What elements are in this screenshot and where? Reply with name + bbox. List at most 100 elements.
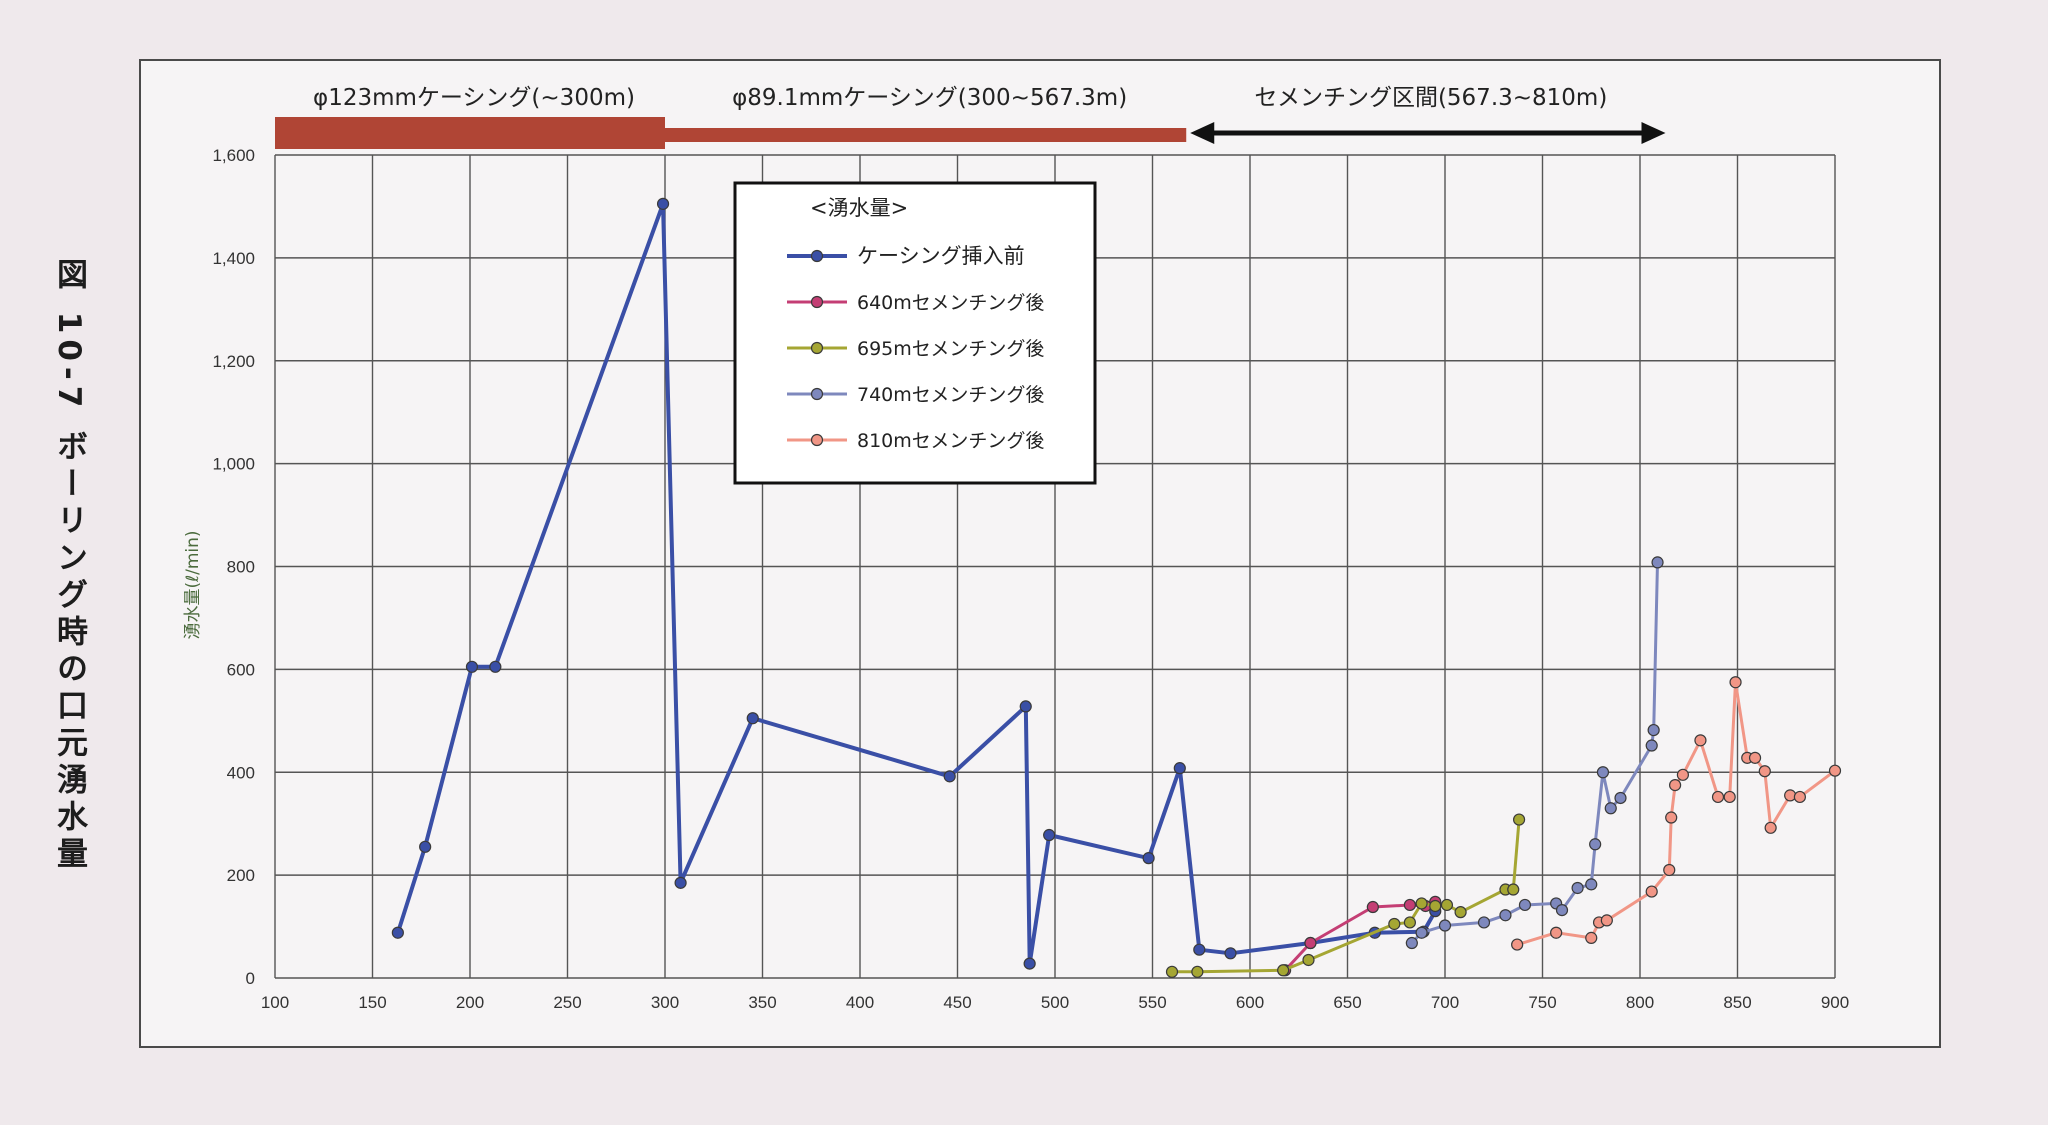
data-point — [1277, 964, 1290, 977]
tick-labels: 100 150 200 250 300 350 400 450 500 550 600 650 700 7… — [212, 146, 1849, 1012]
data-point — [1764, 821, 1777, 834]
y-tick-label: 200 — [227, 866, 255, 885]
data-point — [943, 770, 956, 783]
data-point — [1663, 863, 1676, 877]
data-point — [1604, 802, 1617, 815]
figure-caption: 図 10-7 ボーリング時の口元湧水量 — [51, 258, 87, 875]
x-tick-label: 350 — [748, 993, 776, 1012]
data-point — [1600, 914, 1613, 927]
data-point — [1589, 838, 1602, 851]
x-tick-label: 250 — [553, 993, 581, 1012]
data-point — [419, 840, 432, 853]
y-tick-label: 800 — [227, 558, 255, 577]
series-layer — [391, 197, 1842, 978]
x-tick-label: 600 — [1236, 993, 1264, 1012]
legend-swatch-marker — [810, 295, 824, 309]
data-point — [1477, 916, 1491, 929]
data-point — [1165, 965, 1179, 978]
data-point — [1748, 751, 1762, 764]
data-point — [1415, 926, 1428, 939]
cementing-arrow-head-left — [1190, 122, 1215, 144]
data-point — [1668, 779, 1682, 792]
data-point — [1454, 906, 1467, 919]
data-point — [1645, 739, 1658, 752]
data-point — [1665, 811, 1678, 824]
data-point — [489, 660, 502, 673]
legend-swatch-marker — [810, 341, 824, 355]
data-point — [1676, 768, 1690, 781]
data-point — [465, 660, 479, 673]
data-point — [1645, 885, 1658, 898]
legend-entry-label: 810mセメンチング後 — [857, 430, 1044, 452]
x-tick-label: 300 — [651, 993, 679, 1012]
legend-entry-label: ケーシング挿入前 — [857, 244, 1025, 268]
data-point — [1647, 723, 1660, 737]
data-point — [1023, 957, 1036, 970]
casing-annotations: φ123mmケーシング(~300m) φ89.1mmケーシング(300~567.3… — [275, 85, 1666, 149]
data-point — [1571, 881, 1584, 895]
x-tick-label: 750 — [1528, 993, 1556, 1012]
legend-entry-label: 740mセメンチング後 — [857, 384, 1044, 406]
series-3 — [1165, 813, 1526, 978]
data-point — [1388, 917, 1401, 931]
series-5 — [1511, 676, 1842, 951]
data-point — [1723, 790, 1736, 804]
data-point — [746, 712, 759, 725]
data-point — [1193, 943, 1206, 956]
legend-box — [733, 181, 1097, 485]
legend: <湧水量> ケーシング挿入前 640mセメンチング後 695mセメンチング後 740mセ… — [733, 181, 1097, 485]
data-point — [1729, 676, 1742, 689]
y-tick-label: 1,600 — [212, 146, 255, 165]
legend-entry-label: 640mセメンチング後 — [857, 292, 1044, 314]
casing-123-bar — [275, 117, 665, 149]
data-point — [1302, 953, 1315, 967]
data-point — [1694, 734, 1707, 747]
data-point — [674, 876, 687, 889]
y-axis-label: 湧水量(ℓ/min) — [183, 530, 203, 639]
legend-swatch-marker — [810, 433, 824, 447]
x-tick-label: 550 — [1138, 993, 1166, 1012]
data-point — [1828, 764, 1842, 777]
data-point — [1043, 828, 1056, 842]
data-point — [1142, 852, 1155, 865]
data-point — [656, 197, 670, 210]
casing-123-label: φ123mmケーシング(~300m) — [313, 85, 635, 111]
data-point — [1793, 790, 1807, 804]
data-point — [1585, 878, 1598, 891]
data-point — [1429, 899, 1442, 913]
data-point — [1550, 926, 1563, 939]
data-point — [1366, 900, 1379, 914]
data-point — [1511, 938, 1524, 951]
data-point — [1758, 765, 1771, 778]
legend-entry-label: 695mセメンチング後 — [857, 338, 1044, 360]
legend-swatch-marker — [810, 249, 824, 263]
x-tick-label: 850 — [1723, 993, 1751, 1012]
data-point — [1585, 931, 1598, 944]
cementing-arrow-head-right — [1641, 122, 1666, 144]
data-point — [1507, 883, 1520, 896]
y-tick-label: 1,000 — [212, 455, 255, 474]
x-tick-label: 500 — [1041, 993, 1069, 1012]
x-tick-label: 700 — [1431, 993, 1459, 1012]
y-tick-label: 400 — [227, 763, 255, 782]
x-tick-label: 650 — [1333, 993, 1361, 1012]
legend-title: <湧水量> — [810, 196, 908, 220]
x-tick-label: 200 — [456, 993, 484, 1012]
data-point — [1224, 947, 1237, 960]
data-point — [1304, 936, 1317, 950]
data-point — [1019, 700, 1032, 713]
x-tick-label: 150 — [358, 993, 386, 1012]
data-point — [1518, 898, 1532, 912]
data-point — [1614, 791, 1627, 805]
data-point — [1191, 965, 1204, 978]
data-point — [1405, 936, 1418, 950]
x-tick-label: 450 — [943, 993, 971, 1012]
data-point — [391, 926, 404, 939]
y-tick-label: 1,200 — [212, 352, 255, 371]
cementing-label: セメンチング区間(567.3~810m) — [1254, 85, 1607, 111]
data-point — [1438, 919, 1452, 932]
casing-89-label: φ89.1mmケーシング(300~567.3m) — [732, 85, 1127, 111]
data-point — [1499, 909, 1512, 922]
data-point — [1651, 556, 1664, 569]
